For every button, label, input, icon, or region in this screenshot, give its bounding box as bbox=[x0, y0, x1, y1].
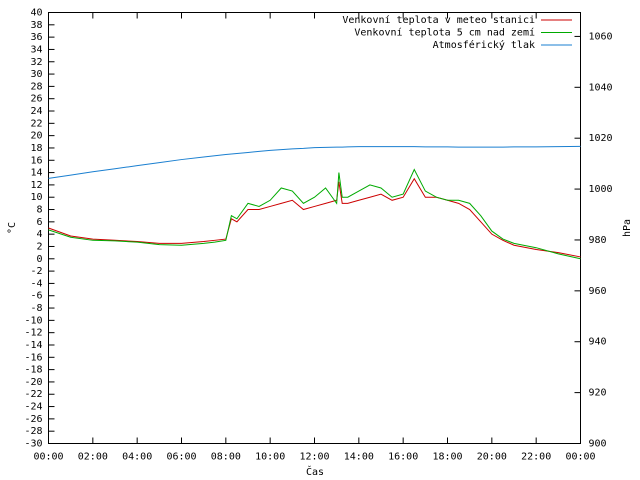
y-tick-label: 20 bbox=[30, 131, 42, 142]
y2-axis-label: hPa bbox=[622, 219, 633, 237]
y-tick-label: 0 bbox=[36, 254, 42, 265]
y-tick-label: 30 bbox=[30, 69, 42, 80]
series-line bbox=[48, 177, 581, 258]
series-line bbox=[48, 145, 581, 179]
y-tick-label: -26 bbox=[24, 414, 42, 425]
legend-label: Atmosférický tlak bbox=[433, 39, 535, 51]
y2-tick-label: 900 bbox=[589, 439, 607, 450]
y-tick-label: 6 bbox=[36, 217, 42, 228]
y-tick-label: -8 bbox=[30, 303, 42, 314]
legend-label: Venkovní teplota v meteo stanici bbox=[342, 14, 535, 26]
y-tick-label: 24 bbox=[30, 106, 42, 117]
y2-tick-label: 1000 bbox=[589, 184, 613, 195]
y-tick-label: -24 bbox=[24, 402, 42, 413]
x-tick-label: 12:00 bbox=[299, 452, 329, 463]
y-tick-label: 28 bbox=[30, 81, 42, 92]
x-tick-label: 08:00 bbox=[211, 452, 241, 463]
y-tick-label: -28 bbox=[24, 426, 42, 437]
x-tick-label: 10:00 bbox=[255, 452, 285, 463]
y-tick-label: -4 bbox=[30, 278, 42, 289]
y-tick-label: 38 bbox=[30, 20, 42, 31]
y-tick-label: 22 bbox=[30, 118, 42, 129]
y-tick-label: 36 bbox=[30, 32, 42, 43]
y2-tick-label: 940 bbox=[589, 337, 607, 348]
y-tick-label: 8 bbox=[36, 205, 42, 216]
x-tick-label: 14:00 bbox=[344, 452, 374, 463]
legend-label: Venkovní teplota 5 cm nad zemí bbox=[354, 27, 535, 39]
y-axis-label: °C bbox=[7, 222, 18, 234]
x-tick-label: 02:00 bbox=[78, 452, 108, 463]
y-tick-label: 16 bbox=[30, 155, 42, 166]
y-tick-label: 26 bbox=[30, 94, 42, 105]
y-tick-label: 4 bbox=[36, 229, 42, 240]
y-tick-label: 2 bbox=[36, 241, 42, 252]
series-line bbox=[48, 168, 581, 260]
y-tick-label: -22 bbox=[24, 389, 42, 400]
y-tick-label: -30 bbox=[24, 439, 42, 450]
y-tick-label: 34 bbox=[30, 44, 42, 55]
y-tick-label: -14 bbox=[24, 340, 42, 351]
x-tick-label: 22:00 bbox=[521, 452, 551, 463]
y2-tick-label: 1060 bbox=[589, 31, 613, 42]
y-tick-label: -6 bbox=[30, 291, 42, 302]
y2-tick-label: 1040 bbox=[589, 82, 613, 93]
y-tick-label: 32 bbox=[30, 57, 42, 68]
y-tick-label: 12 bbox=[30, 180, 42, 191]
y-tick-label: -20 bbox=[24, 377, 42, 388]
x-tick-label: 16:00 bbox=[388, 452, 418, 463]
x-tick-label: 20:00 bbox=[477, 452, 507, 463]
x-tick-label: 06:00 bbox=[166, 452, 196, 463]
x-tick-label: 04:00 bbox=[122, 452, 152, 463]
y-tick-label: 40 bbox=[30, 8, 42, 19]
y-tick-label: 14 bbox=[30, 168, 42, 179]
x-tick-label: 00:00 bbox=[565, 452, 595, 463]
y2-tick-label: 960 bbox=[589, 286, 607, 297]
y-tick-label: 18 bbox=[30, 143, 42, 154]
y-tick-label: -16 bbox=[24, 352, 42, 363]
x-tick-label: 18:00 bbox=[432, 452, 462, 463]
y2-tick-label: 980 bbox=[589, 235, 607, 246]
y2-tick-label: 1020 bbox=[589, 133, 613, 144]
y2-tick-label: 920 bbox=[589, 388, 607, 399]
x-tick-label: 00:00 bbox=[33, 452, 63, 463]
y-tick-label: -18 bbox=[24, 365, 42, 376]
y-tick-label: -10 bbox=[24, 315, 42, 326]
x-axis-label: Čas bbox=[306, 465, 324, 478]
y-tick-label: -12 bbox=[24, 328, 42, 339]
y-tick-label: 10 bbox=[30, 192, 42, 203]
y-tick-label: -2 bbox=[30, 266, 42, 277]
plot-frame bbox=[48, 12, 581, 444]
